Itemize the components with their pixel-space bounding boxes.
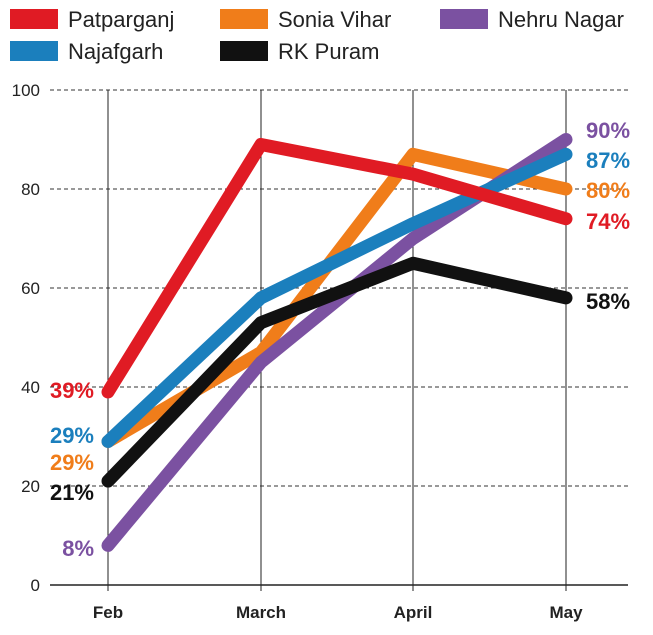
y-tick-60: 60 [21,279,40,298]
legend-swatch-patparganj [10,9,58,29]
legend-label-rk-puram: RK Puram [278,39,379,64]
series-line-najafgarh [101,147,573,448]
x-tick-may: May [549,603,583,622]
legend-swatch-rk-puram [220,41,268,61]
x-tick-march: March [236,603,286,622]
end-label-sonia-vihar: 80% [586,178,630,203]
legend-label-sonia-vihar: Sonia Vihar [278,7,391,32]
y-axis: 0 20 40 60 80 100 [12,81,40,595]
legend-label-patparganj: Patparganj [68,7,174,32]
start-label-nehru-nagar: 8% [62,536,94,561]
start-label-patparganj: 39% [50,378,94,403]
x-tick-feb: Feb [93,603,123,622]
y-tick-40: 40 [21,378,40,397]
legend-label-najafgarh: Najafgarh [68,39,163,64]
y-tick-80: 80 [21,180,40,199]
end-label-nehru-nagar: 90% [586,118,630,143]
start-label-najafgarh: 29% [50,423,94,448]
category-guides [107,90,567,591]
legend: Patparganj Sonia Vihar Nehru Nagar Najafgar… [10,7,624,64]
x-axis: Feb March April May [93,603,583,622]
end-label-patparganj: 74% [586,209,630,234]
data-labels: 39% 74% 29% 80% 8% 90% 29% 87% 21% 58% [50,118,630,561]
end-label-najafgarh: 87% [586,148,630,173]
y-tick-20: 20 [21,477,40,496]
series-line-patparganj [101,137,573,399]
start-label-sonia-vihar: 29% [50,450,94,475]
legend-swatch-najafgarh [10,41,58,61]
series-lines [101,133,573,552]
legend-swatch-nehru-nagar [440,9,488,29]
start-label-rk-puram: 21% [50,480,94,505]
x-tick-april: April [394,603,433,622]
end-label-rk-puram: 58% [586,289,630,314]
legend-label-nehru-nagar: Nehru Nagar [498,7,624,32]
y-tick-0: 0 [31,576,40,595]
y-tick-100: 100 [12,81,40,100]
series-line-rk-puram [101,256,573,488]
legend-swatch-sonia-vihar [220,9,268,29]
